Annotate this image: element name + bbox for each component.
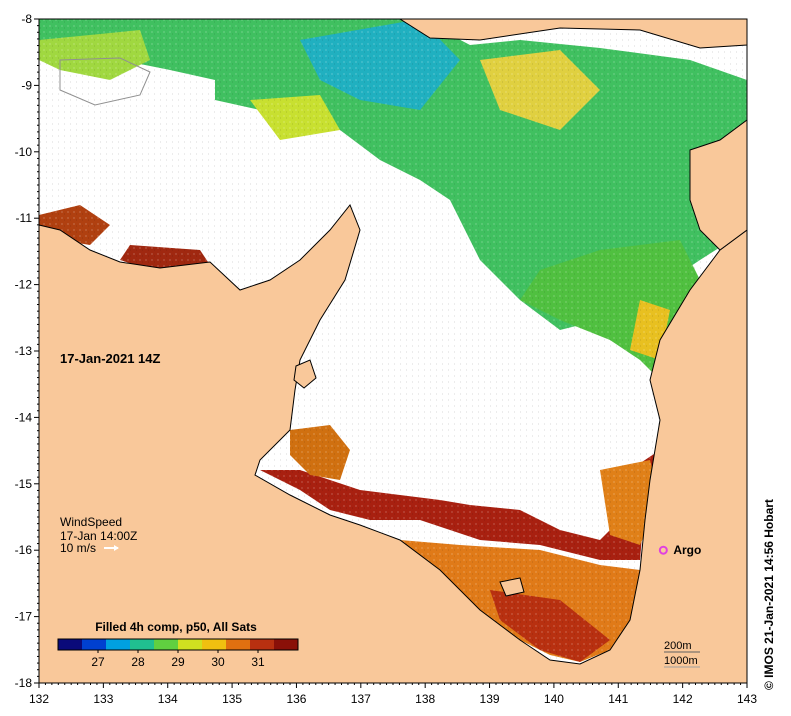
y-tick-label: -18 — [15, 676, 33, 690]
bathy-200m-label: 200m — [664, 640, 692, 652]
australia-mainland — [38, 204, 748, 684]
x-tick-label: 142 — [673, 692, 693, 706]
bathy-1000m-label: 1000m — [664, 655, 698, 667]
y-tick-label: -15 — [15, 477, 33, 491]
x-tick-label: 138 — [415, 692, 435, 706]
y-axis: -8 -9 -10 -11 -12 -13 -14 -15 -16 -17 -18 — [15, 12, 39, 690]
colorbar-tick-label: 30 — [211, 655, 225, 669]
colorbar-swatch — [106, 639, 131, 650]
colorbar-tick-label: 27 — [91, 655, 105, 669]
y-tick-label: -10 — [15, 145, 33, 159]
colorbar-swatch — [130, 639, 155, 650]
argo-icon — [658, 545, 668, 555]
x-tick-label: 133 — [93, 692, 113, 706]
x-axis: 132 133 134 135 136 137 138 139 140 141 142 143 — [29, 683, 757, 706]
y-tick-label: -17 — [15, 610, 33, 624]
colorbar-swatch — [82, 639, 107, 650]
x-tick-label: 139 — [480, 692, 500, 706]
x-tick-label: 134 — [158, 692, 178, 706]
colorbar-swatch — [154, 639, 179, 650]
cape-york — [689, 119, 748, 251]
x-tick-label: 135 — [222, 692, 242, 706]
wind-time: 17-Jan 14:00Z — [60, 529, 137, 543]
land — [38, 18, 748, 684]
wind-scale-label: 10 m/s — [60, 541, 96, 555]
wind-arrow-icon — [104, 545, 119, 551]
x-tick-label: 136 — [286, 692, 306, 706]
y-tick-label: -14 — [15, 410, 33, 424]
y-tick-label: -13 — [15, 344, 33, 358]
x-tick-label: 143 — [737, 692, 757, 706]
y-tick-label: -8 — [21, 12, 32, 26]
colorbar-title: Filled 4h comp, p50, All Sats — [95, 620, 257, 634]
colorbar-ticks: 27 28 29 30 31 — [91, 650, 265, 669]
colorbar-swatch — [202, 639, 227, 650]
y-tick-label: -16 — [15, 543, 33, 557]
colorbar-swatch — [178, 639, 203, 650]
wind-title: WindSpeed — [60, 515, 122, 529]
colorbar-swatch — [274, 639, 299, 650]
colorbar — [57, 638, 299, 651]
groote-eylandt — [293, 359, 317, 389]
y-tick-label: -12 — [15, 278, 33, 292]
x-tick-label: 140 — [544, 692, 564, 706]
y-tick-label: -11 — [16, 211, 33, 225]
argo-label: Argo — [673, 543, 701, 557]
colorbar-swatch — [250, 639, 275, 650]
x-tick-label: 137 — [351, 692, 371, 706]
colorbar-tick-label: 31 — [251, 655, 265, 669]
tiwi-outline — [59, 57, 151, 106]
colorbar-swatch — [226, 639, 251, 650]
credit-label: © IMOS 21-Jan-2021 14:56 Hobart — [762, 499, 776, 690]
x-tick-label: 132 — [29, 692, 49, 706]
y-tick-label: -9 — [21, 78, 32, 92]
timestamp-label: 17-Jan-2021 14Z — [60, 351, 161, 366]
colorbar-swatch — [58, 639, 83, 650]
mornington-island — [499, 577, 525, 597]
colorbar-tick-label: 28 — [131, 655, 145, 669]
colorbar-tick-label: 29 — [171, 655, 185, 669]
x-tick-label: 141 — [608, 692, 628, 706]
argo-marker: Argo — [658, 543, 701, 557]
